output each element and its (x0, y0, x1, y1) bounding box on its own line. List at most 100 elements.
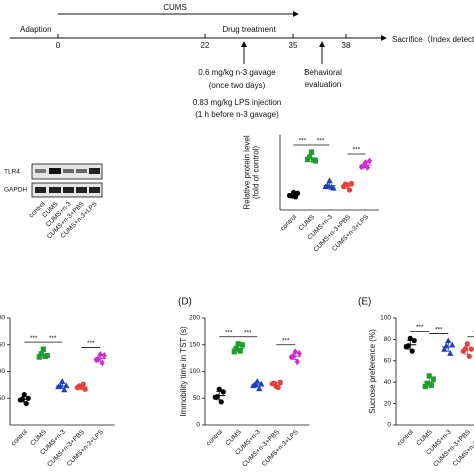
point (252, 381, 259, 387)
band (76, 169, 87, 173)
point (19, 396, 25, 402)
point (237, 348, 243, 354)
point (430, 376, 436, 382)
treatment: 0.6 mg/kg n-3 gavage (198, 68, 276, 77)
sig-label: *** (353, 147, 361, 154)
protein-label: TLR4 (4, 169, 20, 176)
x-tick-label: CUMS+n-3+LPS (66, 428, 106, 468)
point (464, 341, 470, 347)
y-axis-label: Relative protein level (243, 135, 252, 209)
point (405, 343, 411, 349)
point (449, 341, 456, 348)
x-tick-label: control (279, 213, 298, 232)
point (411, 337, 417, 344)
point (362, 159, 369, 166)
point (63, 382, 70, 389)
point (258, 380, 265, 387)
western-blot: TLR4 GAPDH control CUMS CUMS+n-3 CUMS+n-… (4, 163, 103, 240)
y-tick-label: 20 (384, 400, 392, 407)
point (21, 391, 27, 398)
point (426, 373, 432, 379)
point (220, 389, 226, 395)
phase: Adaption (20, 25, 52, 34)
evaluation: Behavioral (304, 68, 342, 77)
panel-label: (E) (358, 297, 371, 308)
treatment: (1 h before n-3 gavage) (195, 110, 279, 119)
point (306, 154, 313, 160)
point (235, 341, 241, 347)
phase: CUMS (163, 3, 187, 12)
point (330, 184, 337, 191)
y-tick-label: 200 (0, 315, 5, 322)
point (447, 350, 454, 356)
point (216, 386, 222, 392)
day: 0 (56, 41, 61, 50)
y-tick-label: 50 (0, 395, 5, 402)
point (409, 348, 415, 354)
point (275, 384, 281, 391)
point (290, 353, 296, 360)
point (441, 346, 448, 352)
x-tick-label: CUMS+n-3+LPS (261, 428, 301, 468)
band (76, 187, 87, 193)
sig-label: *** (225, 329, 233, 336)
point (218, 399, 224, 405)
point (292, 348, 298, 356)
y-tick-label: 150 (189, 341, 200, 348)
treatment: (once two days) (209, 81, 266, 90)
point (428, 382, 434, 388)
point (462, 346, 468, 352)
point (326, 177, 333, 184)
y-tick-label: 0 (387, 422, 391, 429)
phase: Drug treatment (222, 25, 276, 34)
band (35, 187, 46, 193)
point (277, 379, 283, 385)
point (23, 400, 29, 407)
x-tick-label: control (205, 428, 224, 447)
point (36, 354, 42, 360)
timeline: Adaption CUMS Drug treatment 0 22 35 38 … (10, 3, 474, 119)
point (294, 190, 301, 196)
sig-label: *** (87, 340, 95, 347)
y-tick-label: 200 (189, 315, 200, 322)
sig-label: *** (30, 335, 38, 342)
band (63, 187, 74, 193)
y-tick-label: 100 (0, 368, 5, 375)
point (214, 393, 220, 400)
y-tick-label: 60 (384, 358, 392, 365)
y-tick-label: 150 (0, 341, 5, 348)
sig-label: *** (299, 138, 307, 145)
point (324, 182, 331, 189)
point (239, 342, 245, 348)
y-tick-label: 40 (384, 379, 392, 386)
point (254, 378, 261, 384)
y-axis-label: (fold of control) (252, 145, 261, 199)
point (312, 158, 319, 164)
point (445, 337, 452, 344)
point (290, 189, 297, 196)
point (99, 359, 105, 367)
end-label: Sacrifice（Index detection) (392, 35, 474, 44)
point (80, 381, 86, 387)
y-tick-label: 100 (380, 315, 391, 322)
point (233, 345, 239, 352)
point (422, 383, 428, 390)
point (57, 382, 64, 389)
sig-label: *** (244, 329, 252, 336)
y-tick-label: 80 (384, 336, 392, 343)
day: 35 (289, 41, 298, 50)
evaluation: evaluation (305, 80, 341, 89)
sig-label: *** (282, 337, 290, 344)
point (95, 355, 101, 363)
point (59, 378, 66, 384)
point (443, 342, 450, 349)
point (296, 349, 302, 357)
point (364, 164, 371, 171)
point (348, 180, 355, 187)
band (49, 168, 61, 174)
point (61, 386, 68, 393)
point (256, 385, 263, 392)
y-axis-label: Sucrose preference (%) (368, 329, 377, 414)
panel-label: (D) (178, 297, 192, 308)
